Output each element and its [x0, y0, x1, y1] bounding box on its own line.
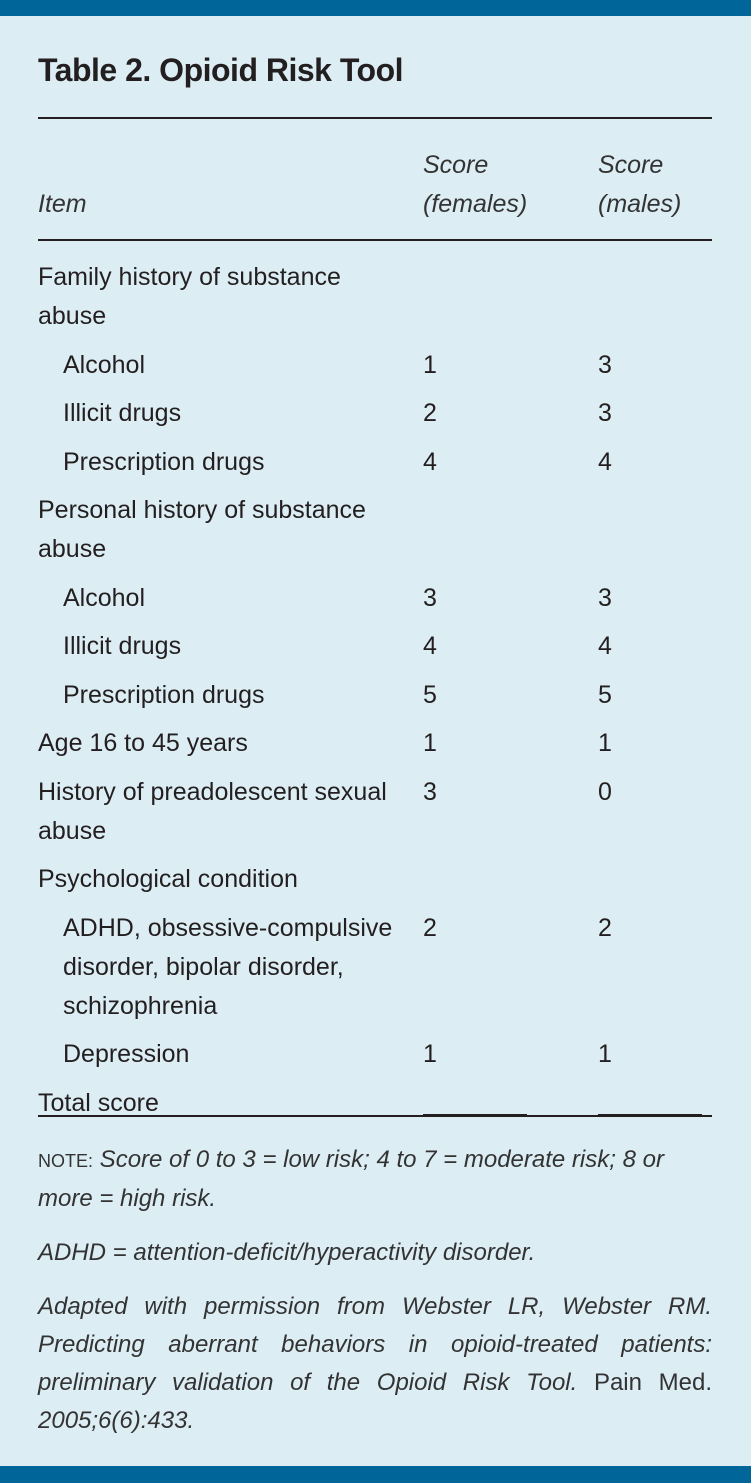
- divider: [38, 239, 712, 241]
- table-row: Personal history of substance abuse: [38, 491, 712, 579]
- row-item: Age 16 to 45 years: [38, 729, 248, 757]
- header-label: (males): [598, 190, 682, 218]
- table-title: Table 2. Opioid Risk Tool: [38, 52, 404, 88]
- row-item: Illicit drugs: [63, 632, 182, 660]
- row-score-males: 0: [598, 777, 612, 806]
- row-item: Alcohol: [63, 350, 145, 379]
- header-label: (females): [423, 190, 528, 218]
- row-item: Prescription drugs: [63, 680, 265, 709]
- row-score-females: 4: [423, 447, 437, 476]
- row-score-males: 4: [598, 447, 612, 476]
- table-row: Age 16 to 45 years 1 1: [38, 724, 712, 773]
- total-females-blank[interactable]: [423, 1084, 527, 1127]
- row-score-males: 2: [598, 913, 612, 942]
- table-row: ADHD, obsessive-compulsive disorder, bip…: [38, 909, 712, 1036]
- total-label: Total score: [38, 1088, 159, 1117]
- row-item: ADHD, obsessive-compulsive disorder, bip…: [63, 913, 393, 1020]
- table-row: Alcohol 3 3: [38, 579, 712, 628]
- table-row: Psychological condition: [38, 860, 712, 909]
- source: Adapted with permission from Webster LR,…: [38, 1288, 712, 1440]
- row-score-males: 3: [598, 399, 612, 427]
- header-score-males: Score (males): [598, 146, 681, 224]
- abbreviation: ADHD = attention-deficit/hyperactivity d…: [38, 1239, 536, 1266]
- source-citation: Adapted with permission from Webster LR,…: [38, 1293, 712, 1396]
- header-score-females: Score (females): [423, 146, 527, 224]
- row-score-males: 3: [598, 350, 612, 379]
- row-item: Alcohol: [63, 583, 145, 612]
- divider: [38, 117, 712, 119]
- source-journal: Pain Med.: [577, 1369, 713, 1396]
- row-score-females: 1: [423, 729, 437, 757]
- row-score-males: 1: [598, 1040, 612, 1068]
- note-text: Score of 0 to 3 = low risk; 4 to 7 = mod…: [38, 1146, 664, 1212]
- total-males-blank[interactable]: [598, 1084, 702, 1127]
- table-row: History of preadolescent sexual abuse 3 0: [38, 773, 712, 861]
- table-row: Illicit drugs 4 4: [38, 627, 712, 676]
- header-label: Score: [598, 151, 664, 179]
- row-score-males: 1: [598, 729, 612, 757]
- table-row: Illicit drugs 2 3: [38, 394, 712, 443]
- row-item: Psychological condition: [38, 865, 298, 893]
- note: NOTE: Score of 0 to 3 = low risk; 4 to 7…: [38, 1141, 712, 1218]
- row-score-females: 2: [423, 399, 437, 427]
- divider: [38, 1115, 712, 1117]
- row-score-males: 4: [598, 632, 612, 660]
- source-volume: 2005;6(6):433.: [38, 1407, 195, 1434]
- row-score-females: 1: [423, 1040, 437, 1068]
- row-score-females: 1: [423, 350, 437, 379]
- bottom-band: [0, 1466, 751, 1483]
- header-item: Item: [38, 190, 87, 218]
- note-label: NOTE:: [38, 1151, 94, 1171]
- total-row: Total score: [38, 1084, 712, 1133]
- row-score-females: 2: [423, 913, 437, 942]
- row-item: Family history of substance abuse: [38, 263, 341, 330]
- row-score-females: 3: [423, 583, 437, 612]
- row-item: Illicit drugs: [63, 399, 182, 427]
- row-item: History of preadolescent sexual abuse: [38, 777, 387, 845]
- row-item: Depression: [63, 1040, 190, 1068]
- table-row: Prescription drugs 4 4: [38, 443, 712, 492]
- row-item: Personal history of substance abuse: [38, 496, 366, 563]
- top-band: [0, 0, 751, 16]
- table-notes: NOTE: Score of 0 to 3 = low risk; 4 to 7…: [38, 1141, 712, 1456]
- table-row: Alcohol 1 3: [38, 346, 712, 395]
- table-row: Prescription drugs 5 5: [38, 676, 712, 725]
- row-item: Prescription drugs: [63, 447, 265, 476]
- row-score-females: 4: [423, 632, 437, 660]
- table-row: Family history of substance abuse: [38, 258, 712, 346]
- row-score-males: 3: [598, 583, 612, 612]
- row-score-females: 3: [423, 777, 437, 806]
- row-score-males: 5: [598, 680, 612, 709]
- row-score-females: 5: [423, 680, 437, 709]
- risk-table: Family history of substance abuse Alcohol…: [38, 258, 712, 1132]
- table-row: Depression 1 1: [38, 1035, 712, 1084]
- header-label: Score: [423, 151, 489, 179]
